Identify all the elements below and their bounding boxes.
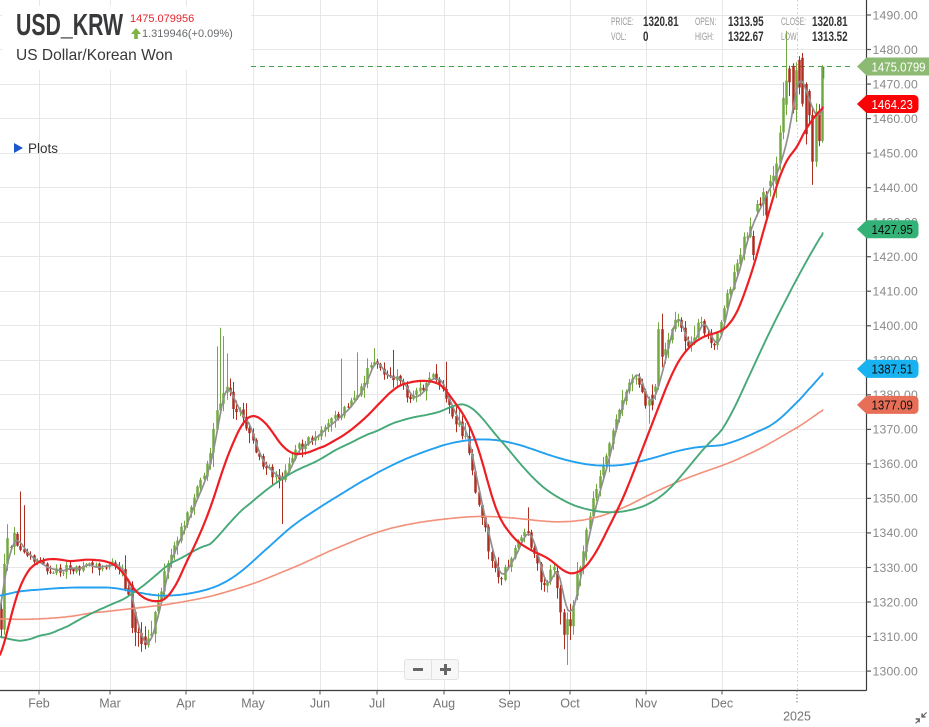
svg-text:1470.00: 1470.00 (873, 77, 918, 91)
svg-text:1377.09: 1377.09 (872, 398, 914, 413)
svg-text:Mar: Mar (99, 697, 121, 711)
svg-text:1427.95: 1427.95 (872, 222, 914, 237)
svg-text:1450.00: 1450.00 (873, 146, 918, 160)
svg-text:1310.00: 1310.00 (873, 630, 918, 644)
svg-text:1440.00: 1440.00 (873, 181, 918, 195)
svg-text:1490.00: 1490.00 (873, 8, 918, 22)
svg-text:1300.00: 1300.00 (873, 664, 918, 678)
svg-text:1410.00: 1410.00 (873, 285, 918, 299)
svg-text:1420.00: 1420.00 (873, 250, 918, 264)
svg-text:Sep: Sep (498, 697, 520, 711)
svg-text:2025: 2025 (783, 710, 811, 724)
svg-text:Oct: Oct (560, 697, 580, 711)
svg-text:Jul: Jul (369, 697, 385, 711)
svg-text:1360.00: 1360.00 (873, 457, 918, 471)
svg-text:1400.00: 1400.00 (873, 319, 918, 333)
svg-text:1464.23: 1464.23 (872, 97, 914, 112)
svg-text:1350.00: 1350.00 (873, 492, 918, 506)
svg-text:1460.00: 1460.00 (873, 112, 918, 126)
svg-text:Dec: Dec (711, 697, 733, 711)
svg-text:1330.00: 1330.00 (873, 561, 918, 575)
svg-text:Aug: Aug (433, 697, 455, 711)
svg-text:1480.00: 1480.00 (873, 43, 918, 57)
svg-text:Jun: Jun (310, 697, 330, 711)
svg-text:1340.00: 1340.00 (873, 526, 918, 540)
svg-text:Apr: Apr (176, 697, 195, 711)
svg-text:Feb: Feb (28, 697, 50, 711)
svg-text:1387.51: 1387.51 (872, 362, 914, 377)
svg-text:Nov: Nov (635, 697, 658, 711)
svg-text:1475.0799: 1475.0799 (872, 60, 926, 75)
svg-text:1370.00: 1370.00 (873, 423, 918, 437)
svg-text:1320.00: 1320.00 (873, 595, 918, 609)
svg-text:May: May (241, 697, 265, 711)
